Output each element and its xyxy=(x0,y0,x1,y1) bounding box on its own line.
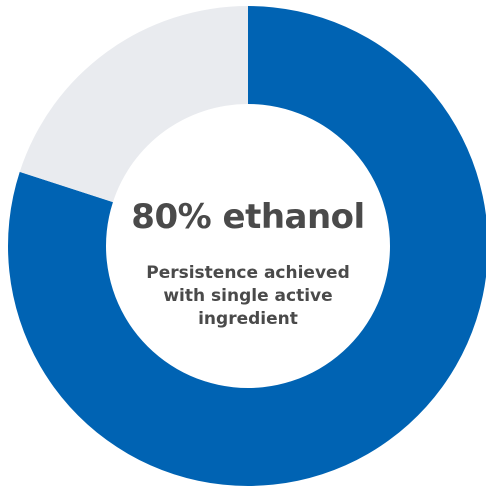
donut-slice-1 xyxy=(8,6,486,486)
center-caption: Persistence achieved with single active … xyxy=(93,262,403,331)
center-title: 80% ethanol xyxy=(131,197,365,237)
donut-slice-2 xyxy=(19,6,249,203)
center-caption-line-2: with single active xyxy=(163,286,333,306)
center-caption-line-1: Persistence achieved xyxy=(146,263,350,283)
center-caption-line-3: ingredient xyxy=(198,309,298,329)
